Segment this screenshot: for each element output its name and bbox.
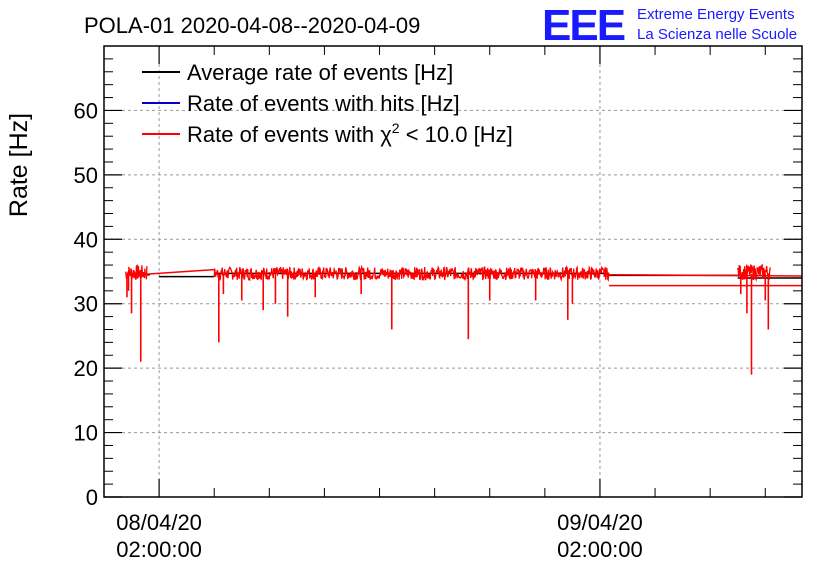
legend-chi2-suffix: < 10.0 [Hz]: [400, 122, 513, 147]
legend: Average rate of events [Hz] Rate of even…: [142, 60, 513, 147]
y-axis-label: Rate [Hz]: [5, 113, 33, 217]
x-tick-label-time: 02:00:00: [557, 537, 643, 562]
y-tick-label: 50: [74, 163, 98, 188]
y-tick-label: 10: [74, 421, 98, 446]
logo-line-1: Extreme Energy Events: [637, 6, 795, 23]
grid-layer: [104, 46, 802, 497]
y-tick-label: 60: [74, 98, 98, 123]
series-layer: [124, 263, 803, 375]
chi2-rate-trace: [213, 264, 610, 283]
legend-chi2-symbol: χ: [380, 122, 392, 147]
legend-chi2-prefix: Rate of events with: [187, 122, 380, 147]
y-tick-label: 40: [74, 227, 98, 252]
y-tick-label: 30: [74, 292, 98, 317]
plot-frame: [103, 45, 803, 498]
y-tick-label: 0: [86, 485, 98, 510]
eee-logo: EEE: [542, 1, 625, 50]
chi2-connector-line: [146, 268, 215, 275]
legend-chi2-sup: 2: [392, 120, 400, 136]
x-tick-label-time: 02:00:00: [116, 537, 202, 562]
tick-label-layer: 010203040506008/04/2002:00:0009/04/2002:…: [74, 98, 643, 562]
x-tick-label-date: 08/04/20: [116, 510, 202, 535]
legend-label-average: Average rate of events [Hz]: [187, 60, 453, 85]
tick-layer: [104, 46, 802, 498]
legend-label-hits: Rate of events with hits [Hz]: [187, 91, 460, 116]
x-tick-label-date: 09/04/20: [557, 510, 643, 535]
chi2-rate-trace: [124, 263, 148, 280]
chart-title: POLA-01 2020-04-08--2020-04-09: [84, 13, 420, 38]
y-tick-label: 20: [74, 356, 98, 381]
legend-label-chi2: Rate of events with χ2 < 10.0 [Hz]: [187, 120, 513, 147]
logo-line-2: La Scienza nelle Scuole: [637, 26, 797, 43]
